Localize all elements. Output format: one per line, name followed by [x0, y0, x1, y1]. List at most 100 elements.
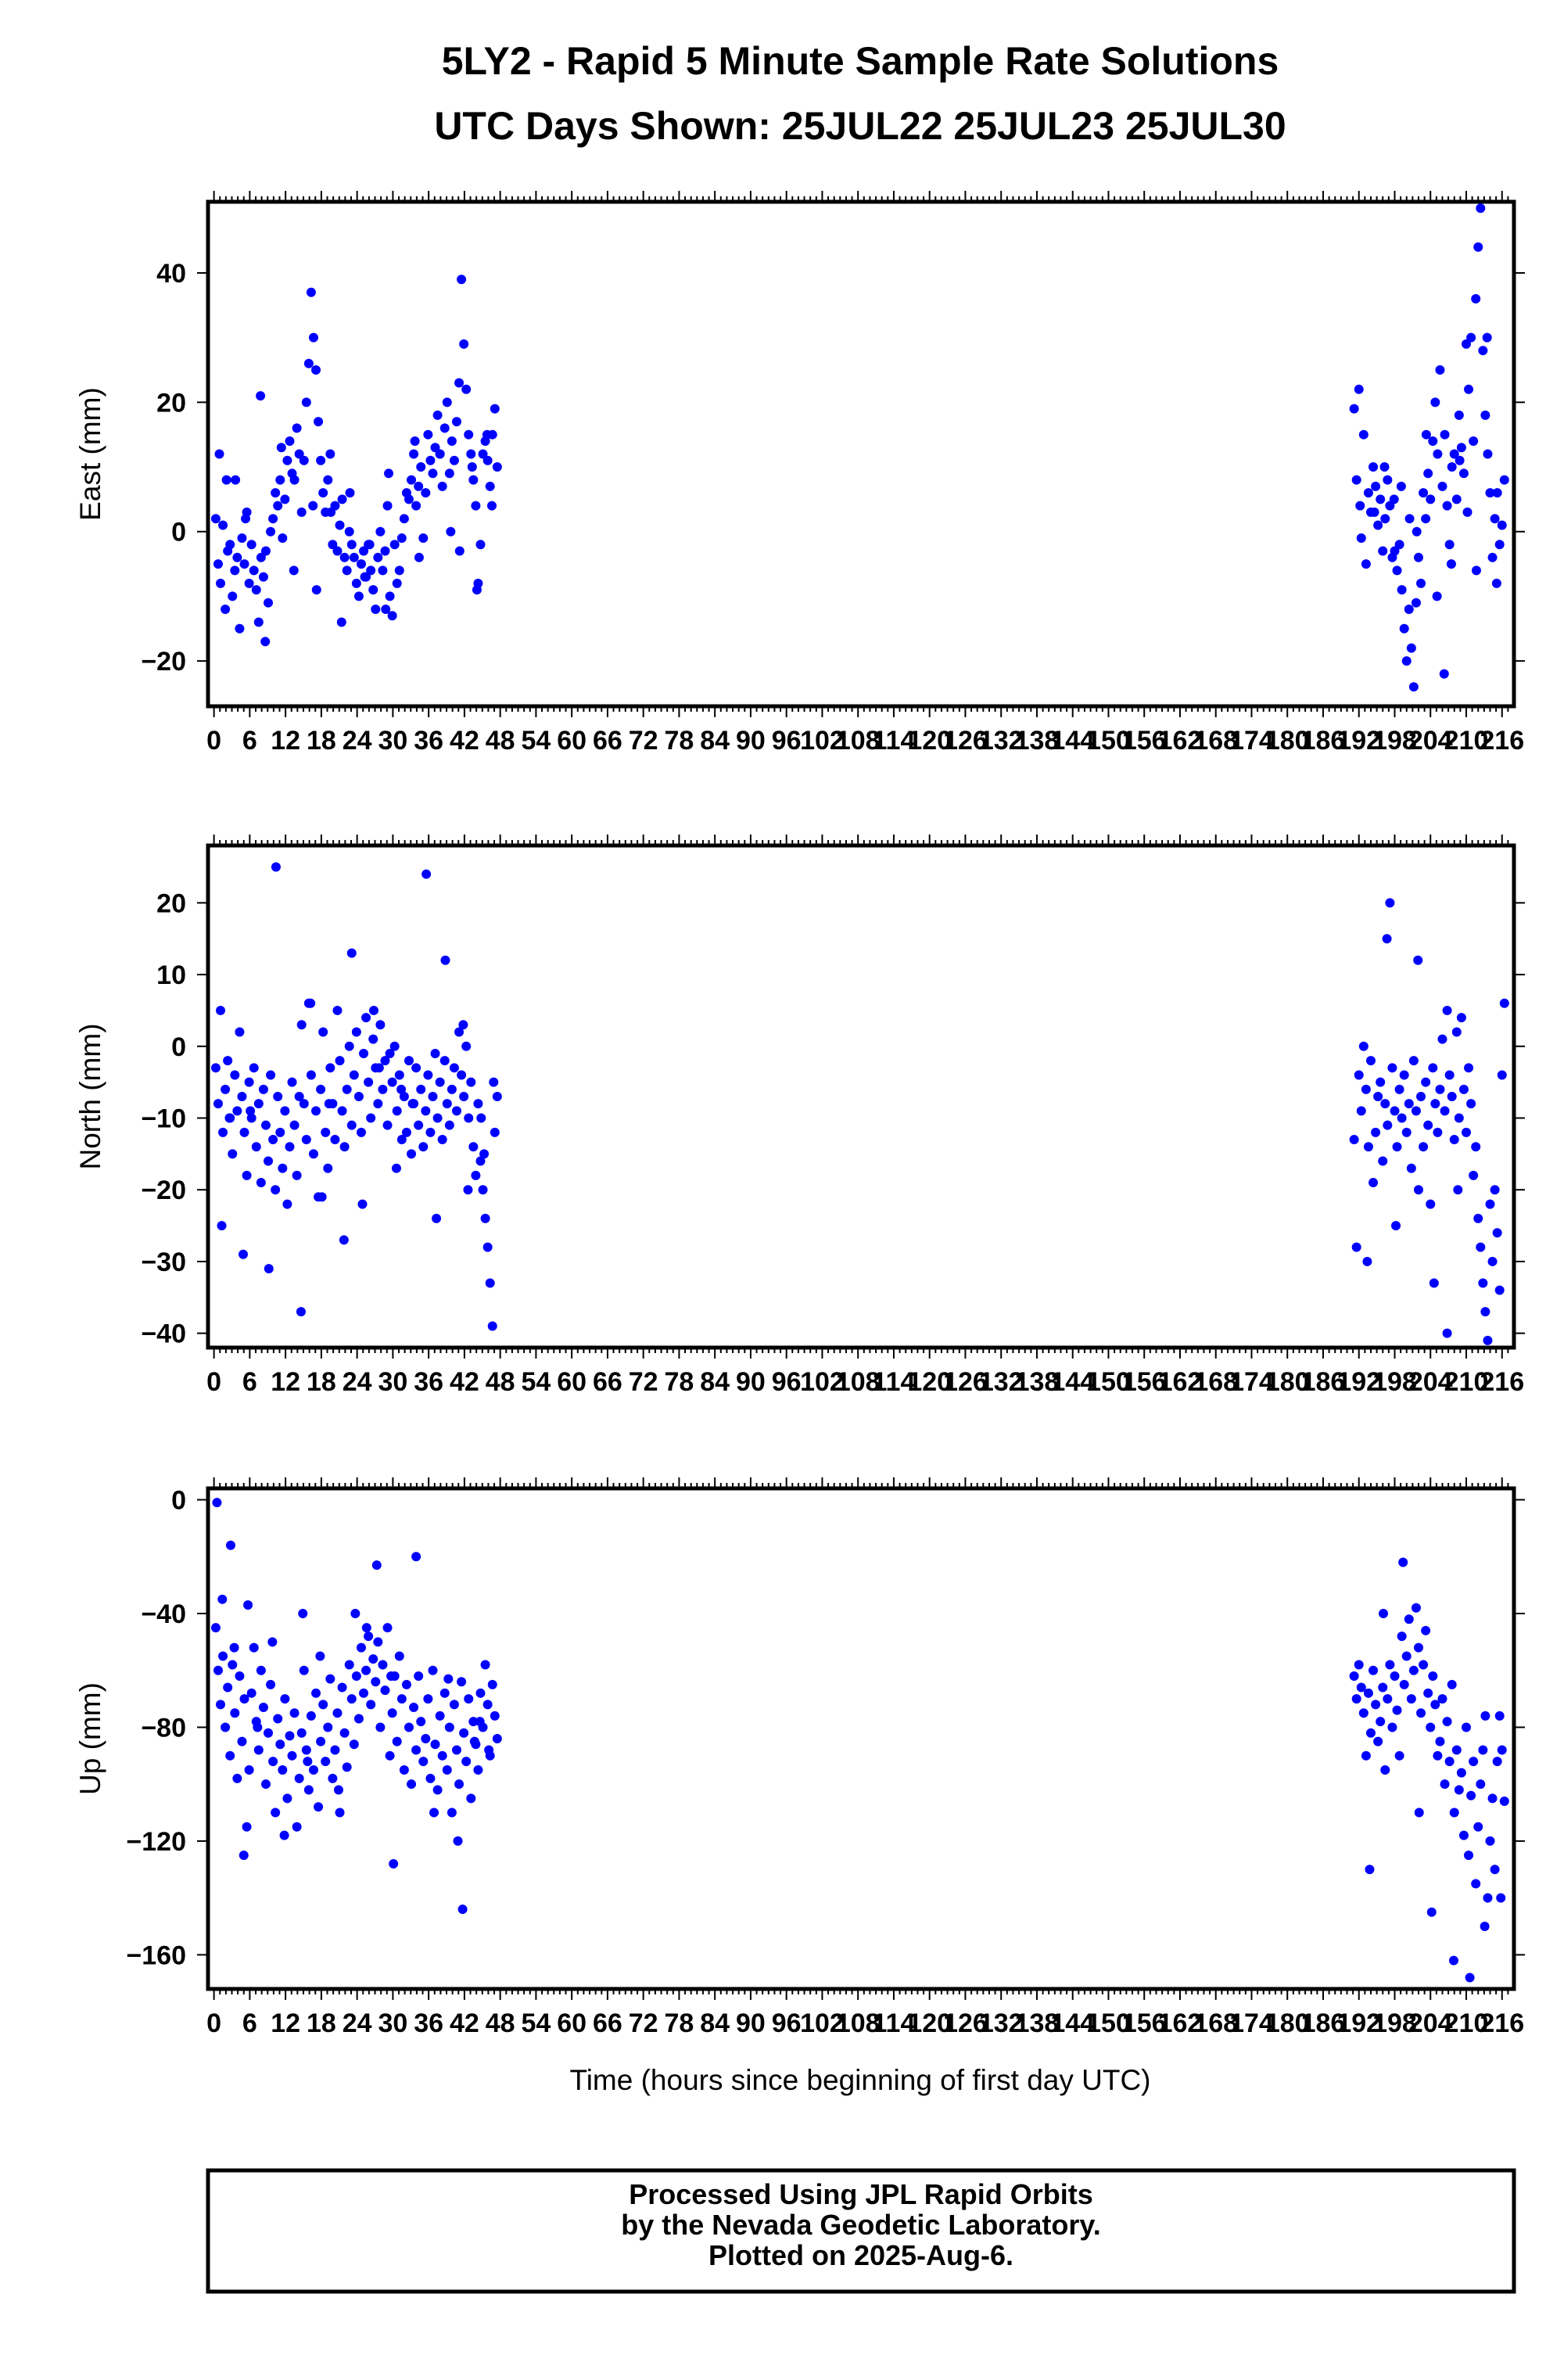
- east-data-point: [311, 585, 321, 595]
- north-y-tick-label: 0: [171, 1032, 186, 1062]
- north-x-tick-label: 120: [907, 1367, 952, 1397]
- east-data-point: [1392, 565, 1402, 576]
- up-data-point: [1490, 1865, 1500, 1875]
- north-data-point: [1461, 1127, 1471, 1137]
- north-plot-frame: [206, 843, 1516, 1350]
- east-x-tick-label: 18: [307, 726, 336, 756]
- east-data-point: [466, 449, 476, 459]
- north-data-point: [1466, 1099, 1476, 1109]
- east-data-point: [230, 565, 240, 576]
- east-data-point: [371, 604, 381, 614]
- east-data-point: [416, 462, 426, 472]
- up-data-point: [242, 1822, 252, 1832]
- north-data-point: [1433, 1127, 1443, 1137]
- up-y-tick-label: 0: [171, 1486, 186, 1516]
- up-data-point: [273, 1714, 283, 1724]
- up-data-point: [328, 1773, 338, 1783]
- east-data-point: [241, 514, 251, 524]
- east-data-point: [301, 397, 311, 407]
- east-x-tick-label: 180: [1265, 726, 1310, 756]
- east-data-point: [264, 598, 274, 608]
- east-data-point: [1432, 591, 1442, 601]
- north-data-point: [1363, 1142, 1373, 1152]
- north-x-tick-label: 162: [1158, 1367, 1203, 1397]
- east-data-point: [271, 488, 281, 498]
- north-x-tick-label: 114: [873, 1367, 916, 1397]
- east-data-point: [345, 488, 355, 498]
- east-data-point: [282, 455, 292, 465]
- east-x-tick-label: 30: [378, 726, 407, 756]
- up-data-point: [1433, 1750, 1443, 1761]
- north-data-point: [1456, 1013, 1466, 1023]
- east-x-tick-label: 0: [206, 726, 221, 756]
- up-data-point: [1426, 1722, 1436, 1732]
- up-data-point: [282, 1793, 292, 1804]
- up-data-point: [396, 1694, 407, 1704]
- north-data-point: [1480, 1307, 1490, 1317]
- north-data-point: [285, 1142, 295, 1152]
- up-data-point: [246, 1688, 256, 1698]
- north-data-point: [325, 1063, 335, 1073]
- up-data-point: [461, 1757, 472, 1767]
- north-data-point: [335, 1056, 345, 1066]
- east-data-point: [1412, 526, 1422, 537]
- north-data-point: [454, 1027, 465, 1037]
- east-x-tick-label: 108: [836, 726, 881, 756]
- north-data-point: [1404, 1099, 1414, 1109]
- up-data-point: [1494, 1711, 1505, 1721]
- east-data-point: [346, 540, 357, 550]
- east-data-point: [444, 468, 454, 479]
- up-data-point: [1435, 1736, 1445, 1746]
- east-data-point: [454, 546, 465, 556]
- east-x-tick-label: 12: [271, 726, 300, 756]
- east-data-point: [303, 358, 314, 368]
- east-data-point: [1491, 578, 1501, 588]
- north-y-tick-label: −30: [141, 1247, 186, 1277]
- up-data-point: [232, 1773, 242, 1783]
- north-data-point: [1387, 1063, 1397, 1073]
- north-data-point: [478, 1185, 488, 1195]
- north-data-point: [244, 1077, 254, 1087]
- up-data-point: [253, 1722, 263, 1732]
- up-data-point: [278, 1765, 288, 1775]
- north-data-point: [273, 1092, 283, 1101]
- north-x-tick-label: 6: [242, 1367, 257, 1397]
- east-data-point: [1490, 514, 1500, 524]
- up-data-point: [364, 1632, 374, 1642]
- east-x-tick-label: 36: [414, 726, 443, 756]
- up-data-point: [1444, 1757, 1455, 1767]
- east-data-point: [276, 443, 286, 453]
- north-x-tick-label: 66: [593, 1367, 622, 1397]
- up-data-point: [416, 1717, 426, 1727]
- east-data-point: [381, 604, 391, 614]
- east-data-point: [316, 455, 326, 465]
- north-data-point: [287, 1077, 297, 1087]
- up-data-point: [287, 1750, 297, 1761]
- north-data-point: [256, 1178, 266, 1188]
- up-x-tick-label: 108: [836, 2008, 881, 2038]
- north-data-point: [1464, 1063, 1474, 1073]
- east-data-point: [1389, 494, 1399, 504]
- north-data-point: [444, 1120, 454, 1130]
- north-data-point: [368, 1005, 378, 1015]
- up-data-point: [351, 1671, 361, 1681]
- east-x-tick-label: 150: [1086, 726, 1131, 756]
- east-data-point: [1421, 514, 1431, 524]
- east-data-point: [1376, 494, 1386, 504]
- east-x-tick-label: 162: [1158, 726, 1203, 756]
- east-data-point: [409, 449, 419, 459]
- up-data-point: [1465, 1973, 1475, 1983]
- east-data-point: [459, 339, 469, 349]
- up-data-point: [1380, 1765, 1390, 1775]
- up-data-point: [321, 1757, 331, 1767]
- east-data-point: [318, 488, 328, 498]
- north-data-point: [394, 1070, 404, 1080]
- north-x-tick-label: 216: [1480, 1367, 1524, 1397]
- east-data-point: [492, 462, 502, 472]
- east-data-point: [306, 287, 316, 297]
- up-data-point: [301, 1745, 311, 1755]
- east-data-point: [407, 475, 417, 485]
- up-data-point: [457, 1677, 467, 1687]
- north-data-point: [216, 1005, 226, 1015]
- east-data-point: [235, 623, 245, 634]
